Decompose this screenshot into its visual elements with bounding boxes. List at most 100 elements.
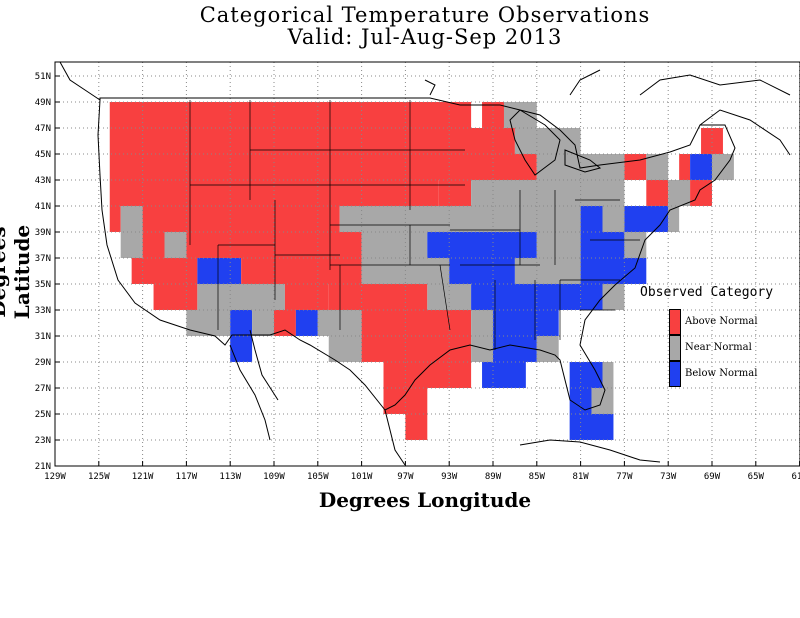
category-cell — [679, 154, 691, 180]
category-cell — [449, 258, 515, 284]
x-tick-label: 73W — [660, 472, 677, 482]
x-tick-label: 101W — [351, 472, 373, 482]
category-cell — [690, 154, 712, 180]
category-cell — [471, 284, 603, 310]
category-cell — [602, 206, 625, 232]
y-tick-label: 21N — [35, 462, 51, 472]
y-tick-label: 47N — [35, 124, 51, 134]
category-cell — [438, 180, 472, 206]
y-tick-label: 23N — [35, 436, 51, 446]
y-axis-label: Degrees Latitude — [0, 224, 34, 320]
mexico-coast — [229, 329, 406, 466]
x-tick-label: 113W — [219, 472, 241, 482]
x-tick-label: 65W — [748, 472, 765, 482]
legend-item-below-normal: Below Normal — [669, 361, 789, 387]
great-lakes — [509, 109, 602, 176]
category-cell — [503, 102, 537, 128]
x-tick-label: 125W — [88, 472, 110, 482]
category-cell — [197, 258, 242, 284]
category-cell — [602, 284, 625, 310]
category-cell — [668, 206, 680, 232]
category-cell — [427, 232, 537, 258]
gridlines — [55, 62, 800, 466]
y-tick-label: 41N — [35, 202, 51, 212]
state-lines — [189, 100, 640, 350]
category-cell — [284, 284, 329, 310]
cuba-coast — [519, 439, 661, 463]
legend-item-near-normal: Near Normal — [669, 335, 789, 361]
y-tick-label: 33N — [35, 306, 51, 316]
us-outline — [97, 97, 736, 411]
category-cell — [197, 284, 285, 310]
category-cell — [701, 128, 723, 154]
y-tick-label: 49N — [35, 98, 51, 108]
x-axis-label: Degrees Longitude — [318, 488, 532, 512]
category-cell — [624, 154, 647, 180]
category-cell — [153, 284, 198, 310]
category-cell — [109, 180, 439, 206]
category-cell — [109, 102, 472, 128]
map-title-line-1: Categorical Temperature Observations — [199, 3, 651, 27]
category-cell — [427, 284, 472, 310]
category-cell — [328, 284, 428, 310]
legend-swatch-below-normal — [669, 361, 681, 387]
category-cell — [109, 206, 121, 232]
category-cell — [295, 310, 318, 336]
x-tick-label: 117W — [176, 472, 198, 482]
category-cell — [131, 258, 198, 284]
category-cell — [482, 362, 526, 388]
y-tick-label: 35N — [35, 280, 51, 290]
category-cell — [109, 154, 537, 180]
y-tick-label: 29N — [35, 358, 51, 368]
category-cells — [109, 102, 734, 440]
category-cell — [471, 336, 493, 362]
category-cell — [493, 336, 537, 362]
x-tick-label: 129W — [44, 472, 66, 482]
category-cell — [186, 310, 231, 336]
category-cell — [328, 336, 362, 362]
category-cell — [241, 258, 362, 284]
category-cell — [536, 232, 581, 258]
y-tick-label: 45N — [35, 150, 51, 160]
canada-coast — [59, 61, 791, 156]
category-cell — [252, 310, 274, 336]
category-cell — [361, 310, 472, 336]
x-tick-label: 93W — [441, 472, 458, 482]
x-tick-label: 61W — [791, 472, 800, 482]
category-cell — [624, 206, 669, 232]
y-tick-labels: 21N 23N 25N 27N 29N 31N 33N 35N 37N 39N 41N 43N 45N 4… — [35, 72, 60, 472]
category-cell — [383, 388, 428, 414]
x-tick-label: 105W — [307, 472, 329, 482]
legend-title: Observed Category — [640, 285, 774, 300]
x-tick-label: 109W — [263, 472, 285, 482]
category-cell — [230, 310, 253, 336]
category-cell — [361, 232, 428, 258]
map-title-line-2: Valid: Jul-Aug-Sep 2013 — [287, 25, 563, 49]
category-cell — [339, 206, 581, 232]
legend-swatch-near-normal — [669, 335, 681, 361]
category-cell — [471, 180, 625, 206]
legend-swatch-above-normal — [669, 309, 681, 335]
x-tick-label: 85W — [529, 472, 546, 482]
x-tick-label: 97W — [397, 472, 414, 482]
x-tick-label: 81W — [572, 472, 589, 482]
category-cell — [383, 362, 472, 388]
category-cell — [230, 336, 253, 362]
x-tick-label: 121W — [132, 472, 154, 482]
category-cell — [668, 180, 691, 206]
category-cell — [569, 388, 592, 414]
legend-label-near-normal: Near Normal — [685, 342, 752, 353]
category-cell — [142, 232, 165, 258]
category-cell — [120, 206, 143, 232]
y-tick-label: 37N — [35, 254, 51, 264]
y-tick-label: 25N — [35, 410, 51, 420]
category-cell — [120, 232, 143, 258]
category-cell — [493, 310, 559, 336]
category-cell — [142, 206, 340, 232]
category-cell — [164, 232, 187, 258]
y-tick-label: 39N — [35, 228, 51, 238]
legend-label-above-normal: Above Normal — [685, 316, 758, 327]
x-tick-labels: 129W 125W 121W 117W 113W 109W 105W 101W 97W 93W 89… — [44, 461, 800, 482]
category-cell — [602, 362, 614, 388]
